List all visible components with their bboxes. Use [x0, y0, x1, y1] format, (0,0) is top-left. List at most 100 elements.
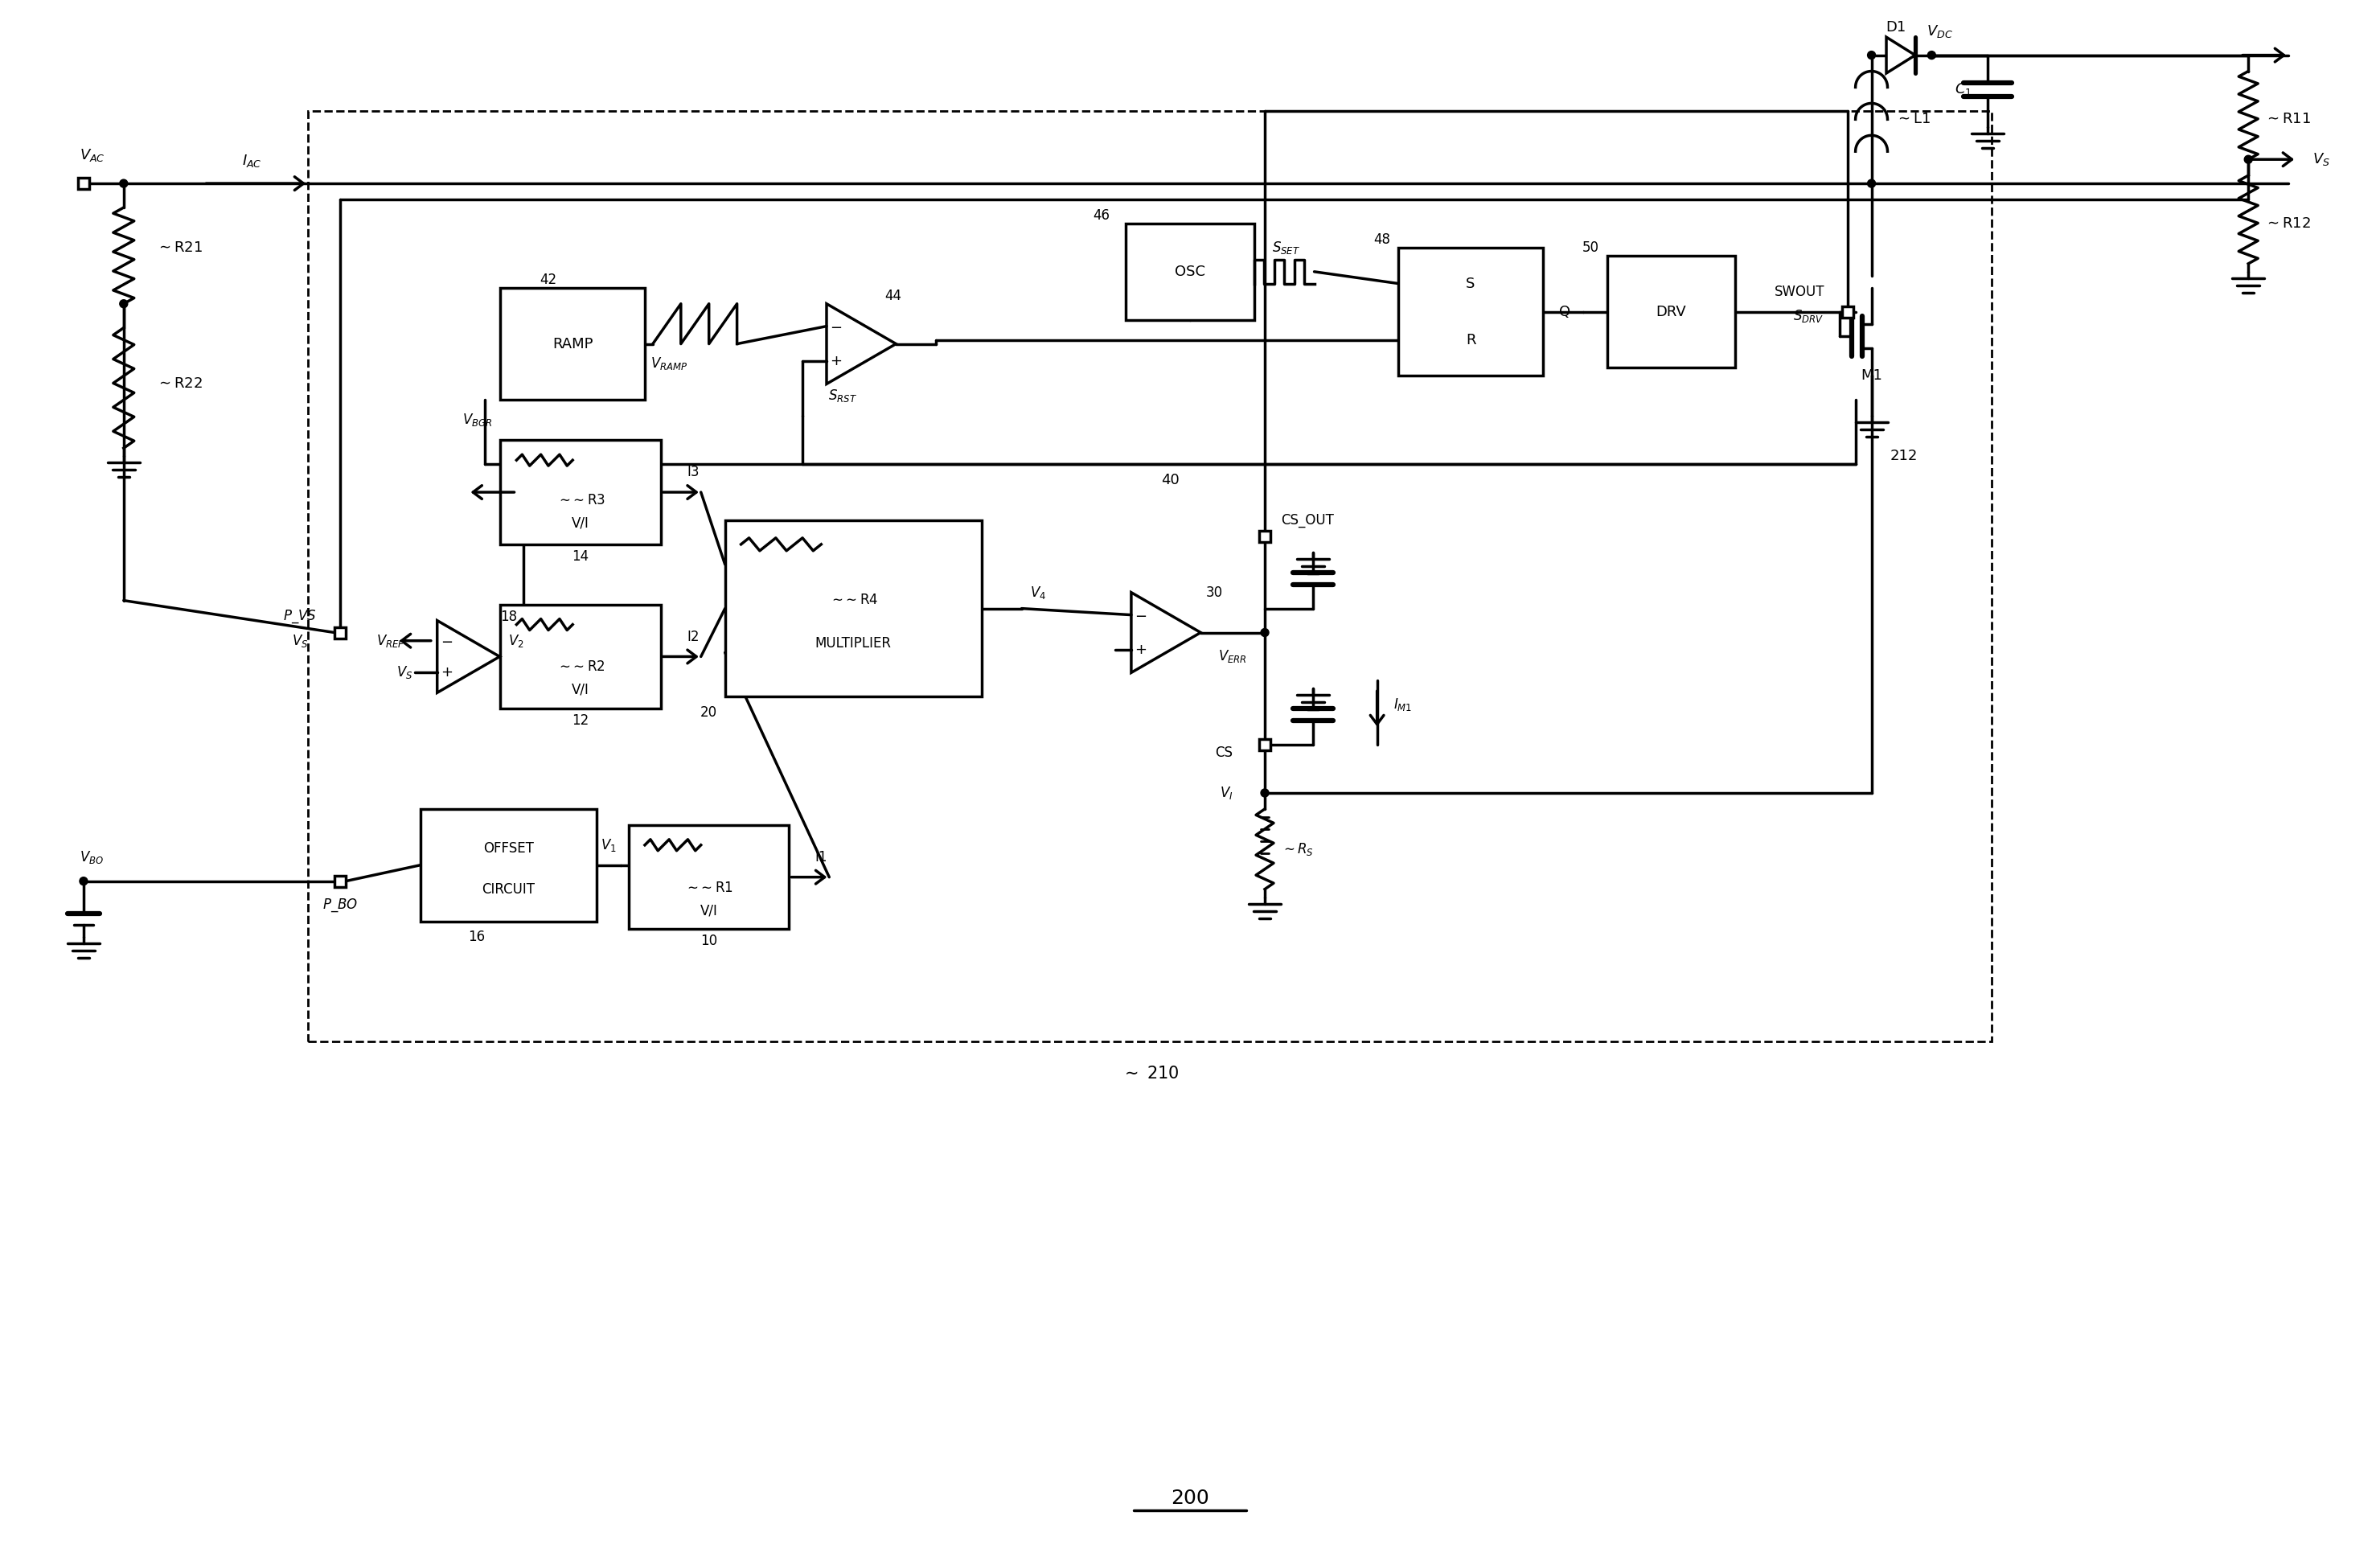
Text: M1: M1 [1861, 369, 1883, 383]
Circle shape [119, 300, 129, 308]
Circle shape [1868, 180, 1875, 188]
Bar [1126, 224, 1254, 319]
Text: $+$: $+$ [1135, 643, 1147, 657]
Text: I3: I3 [688, 465, 700, 479]
Text: OFFSET: OFFSET [483, 840, 533, 856]
Text: $V_{DC}$: $V_{DC}$ [1925, 23, 1954, 39]
Circle shape [119, 180, 129, 188]
Text: V/I: V/I [700, 903, 719, 917]
Text: 212: 212 [1890, 449, 1918, 463]
Text: RAMP: RAMP [552, 336, 593, 351]
Bar [726, 520, 981, 696]
Text: CIRCUIT: CIRCUIT [483, 883, 536, 897]
Text: $S_{SET}$: $S_{SET}$ [1271, 239, 1299, 255]
Text: 18: 18 [500, 609, 516, 624]
Text: Q: Q [1559, 305, 1571, 319]
Text: 20: 20 [700, 706, 716, 720]
Text: $\sim\!\sim$R4: $\sim\!\sim$R4 [828, 593, 878, 607]
Text: 12: 12 [571, 714, 590, 728]
Polygon shape [1887, 38, 1916, 74]
Text: $\sim$R22: $\sim$R22 [155, 377, 202, 391]
Text: $I_{AC}$: $I_{AC}$ [243, 153, 262, 169]
Bar [1259, 531, 1271, 541]
Text: $V_{AC}$: $V_{AC}$ [79, 147, 105, 163]
Circle shape [1261, 629, 1269, 637]
Text: $P\_BO$: $P\_BO$ [321, 897, 357, 914]
Text: I2: I2 [688, 629, 700, 643]
Circle shape [79, 876, 88, 886]
Text: I1: I1 [814, 850, 828, 864]
Bar [1842, 307, 1854, 318]
Text: $\sim\!\sim$R2: $\sim\!\sim$R2 [557, 660, 605, 675]
Text: $\sim$R21: $\sim$R21 [155, 241, 202, 255]
Text: CS: CS [1216, 745, 1233, 761]
Text: S: S [1466, 277, 1476, 291]
Text: 200: 200 [1171, 1488, 1209, 1509]
Text: 10: 10 [700, 934, 716, 948]
Text: $\sim$ 210: $\sim$ 210 [1121, 1066, 1178, 1081]
Text: OSC: OSC [1176, 264, 1204, 279]
Text: V/I: V/I [571, 516, 590, 531]
Text: $\sim$R11: $\sim$R11 [2263, 113, 2311, 127]
Bar [79, 178, 88, 189]
Text: CS_OUT: CS_OUT [1280, 513, 1333, 527]
Text: 40: 40 [1161, 473, 1178, 487]
Text: $V_S$: $V_S$ [293, 632, 309, 648]
Text: $V_I$: $V_I$ [1219, 786, 1233, 801]
Text: 44: 44 [885, 288, 902, 304]
Text: $-$: $-$ [831, 319, 843, 333]
Text: V/I: V/I [571, 682, 590, 696]
Text: $V_{RAMP}$: $V_{RAMP}$ [650, 355, 688, 372]
Text: $V_{BGR}$: $V_{BGR}$ [462, 412, 493, 429]
Bar [421, 809, 597, 922]
Text: D1: D1 [1885, 20, 1906, 34]
Text: $\sim$R12: $\sim$R12 [2263, 216, 2311, 230]
Circle shape [1261, 789, 1269, 797]
Text: 42: 42 [540, 272, 557, 286]
Text: $V_2$: $V_2$ [507, 632, 524, 648]
Bar [1259, 739, 1271, 751]
Text: DRV: DRV [1656, 305, 1687, 319]
Text: 14: 14 [571, 549, 590, 563]
Text: $+$: $+$ [440, 665, 452, 679]
Text: $V_S$: $V_S$ [397, 665, 414, 681]
Bar [500, 288, 645, 401]
Bar [336, 628, 345, 639]
Bar [500, 440, 662, 545]
Circle shape [1928, 52, 1935, 59]
Text: $V_{REF}$: $V_{REF}$ [376, 632, 405, 649]
Circle shape [2244, 155, 2251, 163]
Text: $S_{RST}$: $S_{RST}$ [828, 388, 857, 404]
Text: $V_S$: $V_S$ [2313, 152, 2330, 167]
Text: R: R [1466, 333, 1476, 347]
Text: $+$: $+$ [831, 354, 843, 369]
Circle shape [1868, 52, 1875, 59]
Text: $V_{BO}$: $V_{BO}$ [79, 850, 105, 865]
Text: $C_1$: $C_1$ [1954, 81, 1971, 97]
Text: $\sim\!\sim$R3: $\sim\!\sim$R3 [557, 493, 605, 507]
Bar [1607, 255, 1735, 368]
Text: 50: 50 [1583, 241, 1599, 255]
Text: $-$: $-$ [1135, 607, 1147, 623]
Text: 30: 30 [1207, 585, 1223, 599]
Text: MULTIPLIER: MULTIPLIER [814, 637, 892, 651]
Text: $V_4$: $V_4$ [1031, 584, 1045, 601]
Text: 48: 48 [1373, 232, 1390, 247]
Text: $\sim$L1: $\sim$L1 [1894, 113, 1930, 127]
Bar [628, 825, 790, 930]
Text: $P\_VS$: $P\_VS$ [283, 609, 317, 624]
Text: $\sim R_S$: $\sim R_S$ [1280, 840, 1314, 858]
Bar [307, 111, 1992, 1042]
Text: $S_{DRV}$: $S_{DRV}$ [1792, 308, 1823, 324]
Text: $V_1$: $V_1$ [600, 837, 616, 853]
Text: $I_{M1}$: $I_{M1}$ [1392, 696, 1411, 712]
Bar [500, 604, 662, 709]
Text: $V_{ERR}$: $V_{ERR}$ [1219, 648, 1247, 665]
Bar [1399, 247, 1542, 376]
Text: 16: 16 [469, 930, 486, 945]
Text: $-$: $-$ [440, 634, 452, 648]
Text: 46: 46 [1092, 208, 1109, 222]
Text: SWOUT: SWOUT [1773, 285, 1825, 299]
Text: $\sim\!\sim$R1: $\sim\!\sim$R1 [685, 881, 733, 895]
Bar [336, 875, 345, 887]
